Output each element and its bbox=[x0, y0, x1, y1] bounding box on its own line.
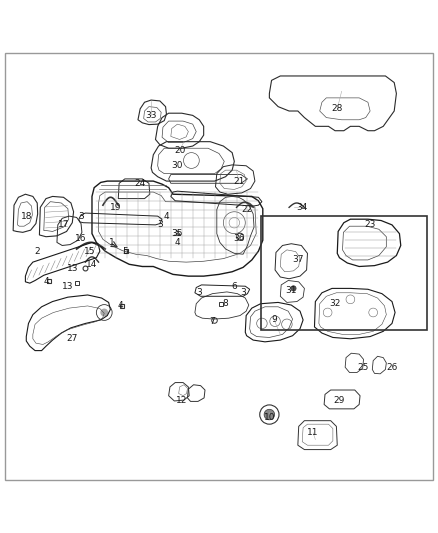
Text: 8: 8 bbox=[223, 299, 229, 308]
Text: 28: 28 bbox=[332, 104, 343, 114]
Text: 13: 13 bbox=[62, 282, 74, 290]
Text: 29: 29 bbox=[334, 395, 345, 405]
Text: 7: 7 bbox=[209, 317, 215, 326]
Text: 26: 26 bbox=[386, 363, 398, 372]
Text: 10: 10 bbox=[264, 413, 275, 422]
Text: 13: 13 bbox=[67, 264, 78, 273]
Text: 35: 35 bbox=[172, 229, 183, 238]
Bar bbox=[261, 216, 427, 330]
Text: 36: 36 bbox=[233, 233, 244, 243]
Text: 23: 23 bbox=[364, 220, 376, 229]
Text: 33: 33 bbox=[145, 111, 157, 120]
Text: 3: 3 bbox=[78, 212, 84, 221]
Text: 34: 34 bbox=[297, 203, 308, 212]
Text: 15: 15 bbox=[84, 247, 95, 256]
Text: 5: 5 bbox=[122, 247, 128, 256]
Text: 4: 4 bbox=[164, 212, 169, 221]
Text: 32: 32 bbox=[329, 299, 341, 308]
Text: 17: 17 bbox=[58, 220, 69, 229]
Text: 2: 2 bbox=[35, 247, 40, 256]
Text: 14: 14 bbox=[86, 260, 98, 269]
Circle shape bbox=[291, 286, 296, 291]
Text: 3: 3 bbox=[196, 288, 202, 297]
Text: 21: 21 bbox=[233, 176, 244, 185]
Text: 3: 3 bbox=[240, 288, 246, 297]
Circle shape bbox=[264, 409, 275, 420]
Text: 30: 30 bbox=[172, 161, 183, 170]
Text: 27: 27 bbox=[67, 334, 78, 343]
Text: 16: 16 bbox=[75, 233, 87, 243]
Text: 24: 24 bbox=[134, 179, 146, 188]
Text: 37: 37 bbox=[292, 255, 304, 264]
Text: 18: 18 bbox=[21, 212, 32, 221]
Text: 12: 12 bbox=[176, 395, 187, 405]
Text: 9: 9 bbox=[271, 314, 277, 324]
Text: 4: 4 bbox=[43, 277, 49, 286]
Text: 4: 4 bbox=[118, 302, 123, 310]
Text: 11: 11 bbox=[307, 429, 319, 438]
Text: 20: 20 bbox=[174, 146, 185, 155]
Text: 3: 3 bbox=[157, 220, 163, 229]
Text: 4: 4 bbox=[175, 238, 180, 247]
Circle shape bbox=[100, 309, 108, 317]
Text: 1: 1 bbox=[109, 238, 115, 247]
Text: 19: 19 bbox=[110, 203, 122, 212]
Text: 22: 22 bbox=[242, 205, 253, 214]
Text: 31: 31 bbox=[286, 286, 297, 295]
Text: 6: 6 bbox=[231, 282, 237, 290]
Text: 25: 25 bbox=[358, 363, 369, 372]
